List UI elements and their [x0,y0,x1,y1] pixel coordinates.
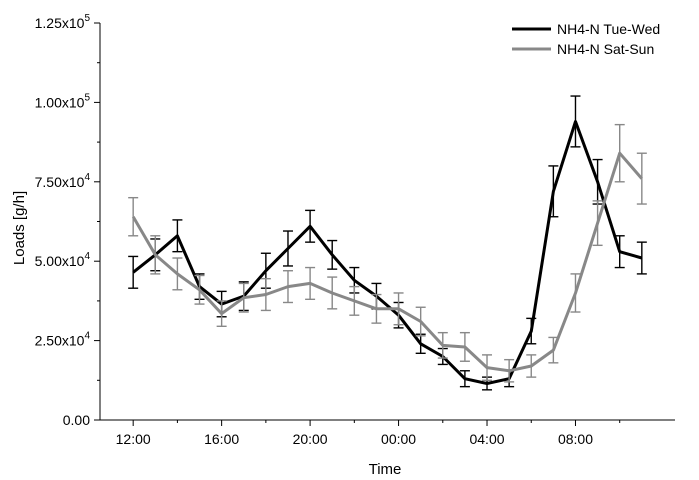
x-tick-label: 16:00 [204,431,239,447]
legend-label: NH4-N Sat-Sun [557,41,654,57]
y-axis-title: Loads [g/h] [11,191,28,265]
y-tick-exponent: 4 [84,172,90,183]
x-tick-label: 12:00 [116,431,151,447]
y-tick-label: 2.50x104 [35,331,91,349]
axes [94,22,675,426]
x-tick-label: 04:00 [469,431,504,447]
y-tick-label: 1.25x105 [35,13,91,31]
legend-label: NH4-N Tue-Wed [557,21,660,37]
y-tick-exponent: 4 [84,331,90,342]
tick-labels: 0.00 2.50x104 5.00x104 7.50x104 1.00x105 1.25… [35,13,594,447]
series-layer [128,95,647,391]
x-tick-label: 08:00 [558,431,593,447]
x-axis-title: Time [369,461,402,478]
series-line [131,151,643,373]
y-tick-label: 1.00x105 [35,92,91,110]
y-tick-exponent: 5 [84,92,90,103]
y-tick-label: 7.50x104 [35,172,91,190]
y-tick-label: 5.00x104 [35,251,91,269]
x-tick-label: 00:00 [381,431,416,447]
series-1 [128,95,647,391]
y-tick-label: 0.00 [63,412,90,428]
series-line [132,120,643,385]
legend: NH4-N Tue-Wed NH4-N Sat-Sun [512,21,660,57]
y-tick-exponent: 4 [84,251,90,262]
x-tick-label: 20:00 [293,431,328,447]
y-tick-exponent: 5 [84,13,90,24]
series-2 [128,123,647,383]
